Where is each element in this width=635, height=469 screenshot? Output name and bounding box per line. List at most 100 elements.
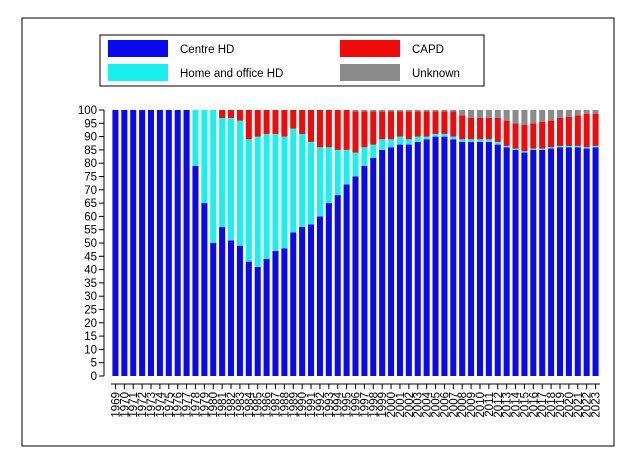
x-tick-label: 1996 bbox=[351, 392, 363, 418]
x-tick-label: 1989 bbox=[288, 392, 300, 418]
bar-segment bbox=[201, 203, 208, 376]
y-tick-label: 100 bbox=[78, 105, 97, 117]
bar-segment bbox=[334, 195, 341, 376]
y-tick-label: 20 bbox=[84, 318, 97, 330]
bar-segment bbox=[441, 110, 448, 112]
bar-segment bbox=[556, 147, 564, 376]
x-tick-label: 1998 bbox=[368, 392, 380, 418]
bar-segment bbox=[512, 149, 519, 376]
bar-segment bbox=[228, 110, 235, 118]
legend-label: Unknown bbox=[412, 68, 460, 80]
bar-segment bbox=[414, 141, 421, 376]
bar-segment bbox=[432, 133, 439, 137]
x-tick-label: 1985 bbox=[253, 392, 265, 418]
bar-segment bbox=[521, 152, 528, 376]
bar-segment bbox=[459, 141, 466, 376]
bar-segment bbox=[165, 110, 172, 376]
bar-segment bbox=[370, 111, 377, 145]
bar-segment bbox=[450, 139, 457, 376]
bar-segment bbox=[361, 165, 368, 376]
x-tick-label: 1991 bbox=[306, 392, 318, 418]
bar-segment bbox=[210, 243, 217, 376]
bar-segment bbox=[592, 110, 599, 114]
x-tick-label: 2011 bbox=[484, 392, 496, 417]
x-tick-label: 2007 bbox=[448, 392, 460, 418]
bar-segment bbox=[583, 148, 590, 376]
y-tick-label: 30 bbox=[84, 291, 97, 303]
bar-segment bbox=[494, 110, 501, 118]
x-tick-label: 1994 bbox=[333, 391, 345, 417]
bar-segment bbox=[556, 110, 564, 118]
bar-segment bbox=[361, 110, 368, 112]
bar-segment bbox=[485, 139, 492, 142]
bar-segment bbox=[281, 248, 288, 376]
bar-segment bbox=[450, 110, 457, 112]
bar-segment bbox=[112, 110, 119, 376]
bar-segment bbox=[370, 110, 377, 112]
bar-segment bbox=[139, 110, 146, 376]
bar-segment bbox=[299, 110, 306, 134]
bar-segment bbox=[396, 110, 403, 112]
y-tick-label: 95 bbox=[84, 118, 97, 130]
y-tick-label: 80 bbox=[84, 158, 97, 170]
x-tick-label: 1999 bbox=[377, 392, 389, 418]
bar-segment bbox=[485, 141, 492, 376]
y-tick-label: 65 bbox=[84, 198, 97, 210]
bar-segment bbox=[192, 110, 199, 166]
x-tick-label: 2019 bbox=[555, 392, 567, 418]
x-tick-label: 2001 bbox=[395, 392, 407, 418]
bar-segment bbox=[539, 149, 546, 376]
y-tick-label: 70 bbox=[84, 185, 97, 197]
x-tick-label: 2006 bbox=[439, 392, 451, 418]
x-tick-label: 1986 bbox=[262, 392, 274, 418]
bar-segment bbox=[565, 116, 572, 146]
bar-segment bbox=[263, 110, 270, 134]
bar-segment bbox=[592, 113, 599, 146]
y-tick-label: 15 bbox=[84, 331, 97, 343]
bar-segment bbox=[423, 110, 430, 112]
x-tick-label: 2021 bbox=[573, 392, 585, 418]
bar-segment bbox=[192, 165, 199, 376]
bar-segment bbox=[343, 149, 350, 185]
x-tick-label: 1974 bbox=[155, 391, 167, 417]
bar-segment bbox=[503, 145, 510, 148]
legend-swatch bbox=[108, 40, 168, 57]
bar-segment bbox=[272, 110, 279, 134]
x-tick-label: 1982 bbox=[226, 392, 238, 418]
x-tick-label: 2015 bbox=[519, 392, 531, 418]
bar-segment bbox=[361, 111, 368, 148]
x-tick-label: 1973 bbox=[146, 392, 158, 418]
x-tick-label: 2023 bbox=[591, 392, 603, 418]
y-tick-label: 35 bbox=[84, 278, 97, 290]
bar-segment bbox=[583, 110, 590, 114]
bar-segment bbox=[485, 110, 492, 118]
bar-segment bbox=[254, 136, 261, 267]
bar-segment bbox=[539, 148, 546, 150]
bar-segment bbox=[405, 111, 412, 140]
x-tick-label: 2012 bbox=[493, 392, 505, 418]
x-tick-label: 2005 bbox=[431, 392, 443, 418]
bar-segment bbox=[388, 111, 395, 140]
bar-segment bbox=[405, 110, 412, 112]
bar-segment bbox=[530, 148, 537, 150]
bar-segment bbox=[343, 110, 350, 150]
x-tick-label: 1970 bbox=[119, 392, 131, 418]
bar-segment bbox=[396, 144, 403, 376]
bar-segment bbox=[281, 136, 288, 249]
x-tick-label: 1995 bbox=[342, 392, 354, 418]
x-tick-label: 2020 bbox=[564, 392, 576, 418]
x-tick-label: 1972 bbox=[137, 392, 149, 418]
legend-swatch bbox=[108, 64, 168, 81]
bar-segment bbox=[450, 111, 457, 137]
bar-segment bbox=[574, 115, 581, 146]
bar-segment bbox=[236, 110, 243, 121]
bar-segment bbox=[556, 117, 564, 146]
y-tick-label: 25 bbox=[84, 305, 97, 317]
bar-segment bbox=[414, 136, 421, 142]
bar-segment bbox=[476, 139, 483, 142]
bar-segment bbox=[521, 151, 528, 153]
x-tick-label: 1977 bbox=[182, 392, 194, 418]
x-tick-label: 2008 bbox=[457, 392, 469, 418]
x-tick-label: 2013 bbox=[502, 392, 514, 418]
